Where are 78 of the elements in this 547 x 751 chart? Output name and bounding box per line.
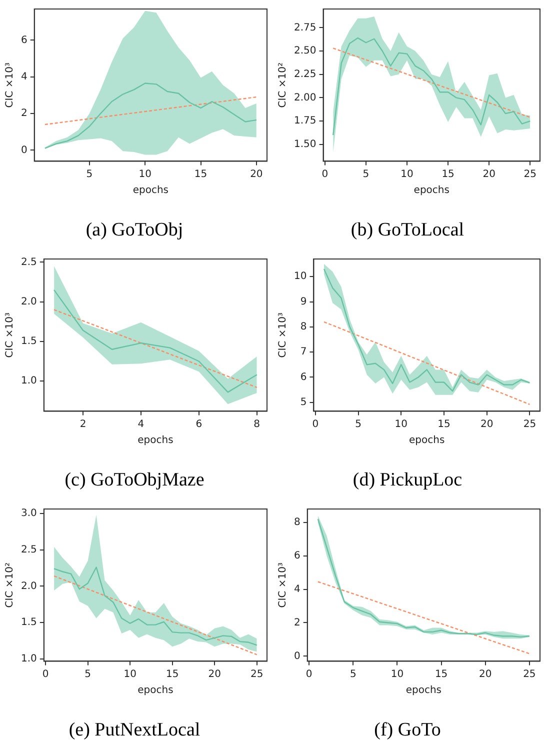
x-tick-label: 5 [84,668,92,680]
x-tick-label: 2 [80,418,86,430]
text: (c) GoToObjMaze [64,470,204,491]
y-tick-label: 2.0 [20,296,37,308]
x-tick-label: 15 [166,668,179,680]
x-tick-label: 20 [479,668,492,680]
y-tick-label: 6 [20,34,28,46]
y-tick-label: 2 [294,617,300,628]
x-tick-label: 10 [394,418,408,430]
y-tick-label: 2.00 [294,92,316,104]
text: (b) GoToLocal [350,220,464,241]
y-tick-label: 7 [300,346,307,358]
x-axis-title: epochs [414,184,450,196]
y-tick-label: 9 [300,296,307,308]
y-tick-label: 10 [294,271,307,282]
y-tick-label: 1.50 [294,138,316,150]
y-axis-title: CIC ×10³ [4,312,16,358]
y-tick-label: 2.25 [294,68,316,80]
x-tick-label: 15 [438,418,450,430]
y-tick-label: 4 [294,584,300,595]
x-axis-title: epochs [138,434,174,446]
x-axis-title: epochs [132,184,169,196]
y-tick-label: 1.0 [20,376,37,387]
x-tick-label: 5 [362,168,370,180]
y-tick-label: 1.5 [20,336,37,348]
x-tick-label: 15 [442,168,454,180]
x-tick-label: 15 [434,668,448,680]
y-tick-label: 2.5 [20,544,37,556]
y-tick-label: 6 [294,550,300,562]
text: (f) GoTo [374,720,441,741]
y-axis-title: CIC ×10² [278,62,289,108]
x-tick-label: 25 [523,668,536,680]
x-tick-label: 5 [86,168,93,180]
x-tick-label: 15 [194,168,208,180]
y-tick-label: 1.5 [20,617,37,628]
text: (d) PickupLoc [352,470,462,491]
y-tick-label: 4 [20,71,28,82]
y-tick-label: 2.0 [20,580,37,592]
x-tick-label: 10 [390,668,404,680]
x-tick-label: 5 [350,668,356,680]
x-tick-label: 10 [400,168,414,180]
y-tick-label: 8 [300,322,307,333]
x-axis-title: epochs [406,684,442,696]
x-tick-label: 8 [254,418,260,430]
x-tick-label: 25 [524,168,537,180]
x-tick-label: 20 [482,168,496,180]
x-tick-label: 0 [322,168,328,180]
y-tick-label: 1.75 [294,116,316,127]
x-tick-label: 4 [138,418,144,430]
x-axis-title: epochs [409,434,445,446]
x-tick-label: 5 [355,418,362,430]
text: (a) GoToObj [86,220,184,241]
x-tick-label: 25 [250,668,264,680]
y-tick-label: 0 [294,650,300,662]
x-tick-label: 6 [196,418,202,430]
x-tick-label: 25 [523,418,536,430]
y-tick-label: 2.5 [20,256,37,268]
y-axis-title: CIC ×10³ [4,62,16,108]
y-axis-title: CIC ×10² [4,562,16,608]
y-tick-label: 6 [300,372,307,383]
y-tick-label: 8 [294,516,300,528]
y-axis-title: CIC ×10³ [278,312,289,358]
x-tick-label: 0 [42,668,49,680]
y-tick-label: 5 [300,396,307,408]
y-tick-label: 2.75 [294,22,316,34]
x-axis-title: epochs [138,684,174,696]
text: (e) PutNextLocal [68,720,200,741]
x-tick-label: 10 [138,168,152,180]
y-tick-label: 1.0 [20,654,37,665]
x-tick-label: 20 [208,668,221,680]
y-tick-label: 2 [20,108,28,120]
y-tick-label: 0 [20,144,28,156]
y-tick-label: 3.0 [20,508,37,519]
x-tick-label: 10 [124,668,136,680]
x-tick-label: 20 [250,168,263,180]
y-tick-label: 2.50 [294,46,316,57]
x-tick-label: 20 [480,418,494,430]
y-axis-title: CIC ×10³ [278,562,289,608]
